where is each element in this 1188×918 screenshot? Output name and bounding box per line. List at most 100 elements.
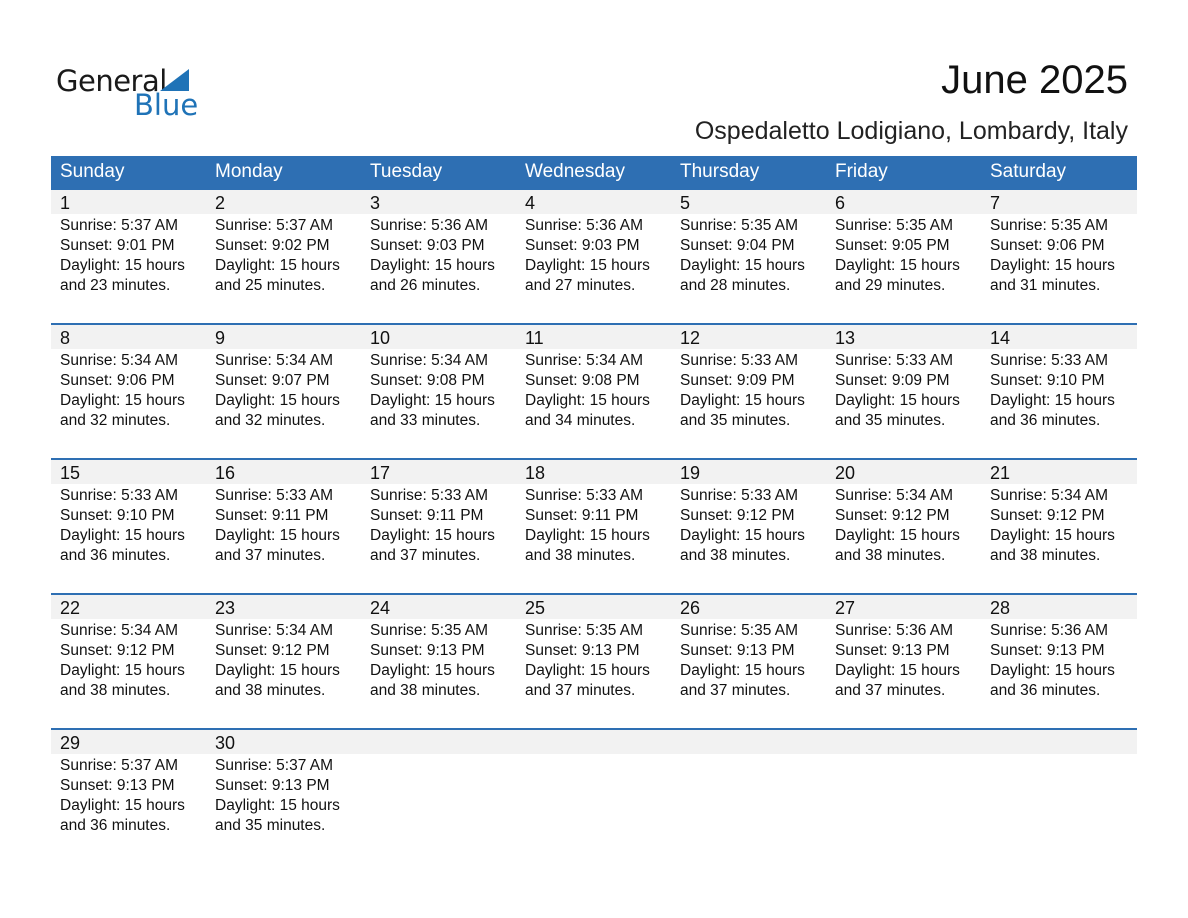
daylight-text: Daylight: 15 hours xyxy=(60,392,185,409)
sunset-text: Sunset: 9:12 PM xyxy=(835,507,950,524)
weekday-3: Wednesday xyxy=(525,161,625,182)
daylight-text: Daylight: 15 hours xyxy=(835,392,960,409)
day-cell: 6 Sunrise: 5:35 AM Sunset: 9:05 PM Daylight… xyxy=(826,190,981,323)
day-number: 13 xyxy=(835,328,856,348)
daylight-text: Daylight: 15 hours xyxy=(680,527,805,544)
day-cell: 14 Sunrise: 5:33 AM Sunset: 9:10 PM Dayligh… xyxy=(981,325,1136,458)
day-number: 12 xyxy=(680,328,701,348)
sunrise-text: Sunrise: 5:36 AM xyxy=(525,217,644,234)
minutes-text: and 36 minutes. xyxy=(990,682,1101,699)
minutes-text: and 36 minutes. xyxy=(990,412,1101,429)
sunrise-text: Sunrise: 5:35 AM xyxy=(680,622,799,639)
day-cell: 25 Sunrise: 5:35 AM Sunset: 9:13 PM Dayligh… xyxy=(516,595,671,728)
day-cell: 8 Sunrise: 5:34 AM Sunset: 9:06 PM Daylight… xyxy=(51,325,206,458)
day-number: 3 xyxy=(370,193,381,213)
minutes-text: and 37 minutes. xyxy=(835,682,946,699)
day-cell: 3 Sunrise: 5:36 AM Sunset: 9:03 PM Daylight… xyxy=(361,190,516,323)
day-number: 26 xyxy=(680,598,701,618)
day-cell xyxy=(671,730,826,863)
logo-text-blue: Blue xyxy=(134,88,199,122)
sunrise-text: Sunrise: 5:34 AM xyxy=(60,622,179,639)
weekday-2: Tuesday xyxy=(370,161,443,182)
minutes-text: and 25 minutes. xyxy=(215,277,326,294)
day-cell: 1 Sunrise: 5:37 AM Sunset: 9:01 PM Daylight… xyxy=(51,190,206,323)
day-cell xyxy=(516,730,671,863)
daylight-text: Daylight: 15 hours xyxy=(370,392,495,409)
daylight-text: Daylight: 15 hours xyxy=(60,527,185,544)
sunset-text: Sunset: 9:13 PM xyxy=(680,642,795,659)
minutes-text: and 38 minutes. xyxy=(215,682,326,699)
day-cell: 9 Sunrise: 5:34 AM Sunset: 9:07 PM Daylight… xyxy=(206,325,361,458)
sunset-text: Sunset: 9:08 PM xyxy=(525,372,640,389)
minutes-text: and 27 minutes. xyxy=(525,277,636,294)
day-cell: 19 Sunrise: 5:33 AM Sunset: 9:12 PM Dayligh… xyxy=(671,460,826,593)
sunset-text: Sunset: 9:01 PM xyxy=(60,237,175,254)
day-number: 9 xyxy=(215,328,226,348)
minutes-text: and 37 minutes. xyxy=(680,682,791,699)
day-cell: 10 Sunrise: 5:34 AM Sunset: 9:08 PM Dayligh… xyxy=(361,325,516,458)
day-cell xyxy=(826,730,981,863)
daylight-text: Daylight: 15 hours xyxy=(215,392,340,409)
weekday-5: Friday xyxy=(835,161,888,182)
daylight-text: Daylight: 15 hours xyxy=(525,527,650,544)
daylight-text: Daylight: 15 hours xyxy=(215,527,340,544)
minutes-text: and 28 minutes. xyxy=(680,277,791,294)
minutes-text: and 23 minutes. xyxy=(60,277,171,294)
daylight-text: Daylight: 15 hours xyxy=(370,662,495,679)
daylight-text: Daylight: 15 hours xyxy=(835,662,960,679)
weekday-1: Monday xyxy=(215,161,283,182)
day-number: 24 xyxy=(370,598,391,618)
sunset-text: Sunset: 9:09 PM xyxy=(680,372,795,389)
sunset-text: Sunset: 9:09 PM xyxy=(835,372,950,389)
sunset-text: Sunset: 9:10 PM xyxy=(990,372,1105,389)
day-cell: 5 Sunrise: 5:35 AM Sunset: 9:04 PM Daylight… xyxy=(671,190,826,323)
minutes-text: and 38 minutes. xyxy=(370,682,481,699)
sunset-text: Sunset: 9:13 PM xyxy=(835,642,950,659)
daylight-text: Daylight: 15 hours xyxy=(990,257,1115,274)
daylight-text: Daylight: 15 hours xyxy=(370,527,495,544)
day-cell: 24 Sunrise: 5:35 AM Sunset: 9:13 PM Dayligh… xyxy=(361,595,516,728)
daylight-text: Daylight: 15 hours xyxy=(990,662,1115,679)
sunset-text: Sunset: 9:03 PM xyxy=(525,237,640,254)
sunrise-text: Sunrise: 5:33 AM xyxy=(525,487,644,504)
week-row: 15 Sunrise: 5:33 AM Sunset: 9:10 PM Dayligh… xyxy=(51,458,1137,593)
sunrise-text: Sunrise: 5:33 AM xyxy=(835,352,954,369)
day-cell: 11 Sunrise: 5:34 AM Sunset: 9:08 PM Dayligh… xyxy=(516,325,671,458)
day-number: 18 xyxy=(525,463,546,483)
daylight-text: Daylight: 15 hours xyxy=(60,257,185,274)
sunset-text: Sunset: 9:05 PM xyxy=(835,237,950,254)
day-number: 20 xyxy=(835,463,856,483)
sunrise-text: Sunrise: 5:33 AM xyxy=(60,487,179,504)
day-number: 17 xyxy=(370,463,391,483)
daylight-text: Daylight: 15 hours xyxy=(680,392,805,409)
daylight-text: Daylight: 15 hours xyxy=(835,257,960,274)
minutes-text: and 38 minutes. xyxy=(680,547,791,564)
sunset-text: Sunset: 9:11 PM xyxy=(525,507,639,524)
daylight-text: Daylight: 15 hours xyxy=(525,392,650,409)
sunrise-text: Sunrise: 5:33 AM xyxy=(215,487,334,504)
daylight-text: Daylight: 15 hours xyxy=(525,257,650,274)
day-number: 23 xyxy=(215,598,236,618)
sunrise-text: Sunrise: 5:34 AM xyxy=(370,352,489,369)
day-cell: 17 Sunrise: 5:33 AM Sunset: 9:11 PM Dayligh… xyxy=(361,460,516,593)
daylight-text: Daylight: 15 hours xyxy=(525,662,650,679)
sunrise-text: Sunrise: 5:34 AM xyxy=(215,352,334,369)
daylight-text: Daylight: 15 hours xyxy=(835,527,960,544)
weekday-4: Thursday xyxy=(680,161,760,182)
daylight-text: Daylight: 15 hours xyxy=(370,257,495,274)
day-number: 28 xyxy=(990,598,1011,618)
day-number: 22 xyxy=(60,598,81,618)
weekday-0: Sunday xyxy=(60,161,125,182)
logo-triangle-icon xyxy=(160,69,189,91)
daylight-text: Daylight: 15 hours xyxy=(680,257,805,274)
day-number: 7 xyxy=(990,193,1001,213)
minutes-text: and 38 minutes. xyxy=(990,547,1101,564)
week-row: 29 Sunrise: 5:37 AM Sunset: 9:13 PM Dayligh… xyxy=(51,728,1137,863)
day-cell: 27 Sunrise: 5:36 AM Sunset: 9:13 PM Dayligh… xyxy=(826,595,981,728)
sunrise-text: Sunrise: 5:37 AM xyxy=(215,217,334,234)
day-cell: 13 Sunrise: 5:33 AM Sunset: 9:09 PM Dayligh… xyxy=(826,325,981,458)
minutes-text: and 38 minutes. xyxy=(525,547,636,564)
sunrise-text: Sunrise: 5:35 AM xyxy=(525,622,644,639)
weekday-header: Sunday Monday Tuesday Wednesday Thursday Frid… xyxy=(51,156,1137,188)
day-number: 5 xyxy=(680,193,691,213)
